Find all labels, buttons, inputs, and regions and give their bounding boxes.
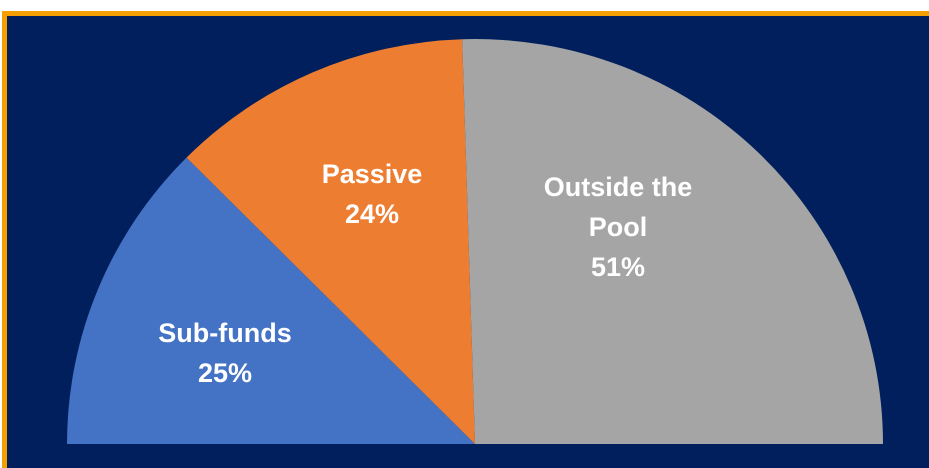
data-label-sub-funds: Sub-funds 25% xyxy=(158,318,291,388)
slice-outside-the-pool xyxy=(462,39,883,444)
slice-sub-funds xyxy=(67,157,475,444)
slices-group xyxy=(67,39,883,444)
slice-passive xyxy=(186,39,475,444)
data-label-outside-the-pool: Outside the Pool 51% xyxy=(544,172,693,282)
labels-group: Sub-funds 25% Passive 24% Outside the Pool 51% xyxy=(158,159,692,388)
data-label-passive: Passive 24% xyxy=(322,159,423,229)
